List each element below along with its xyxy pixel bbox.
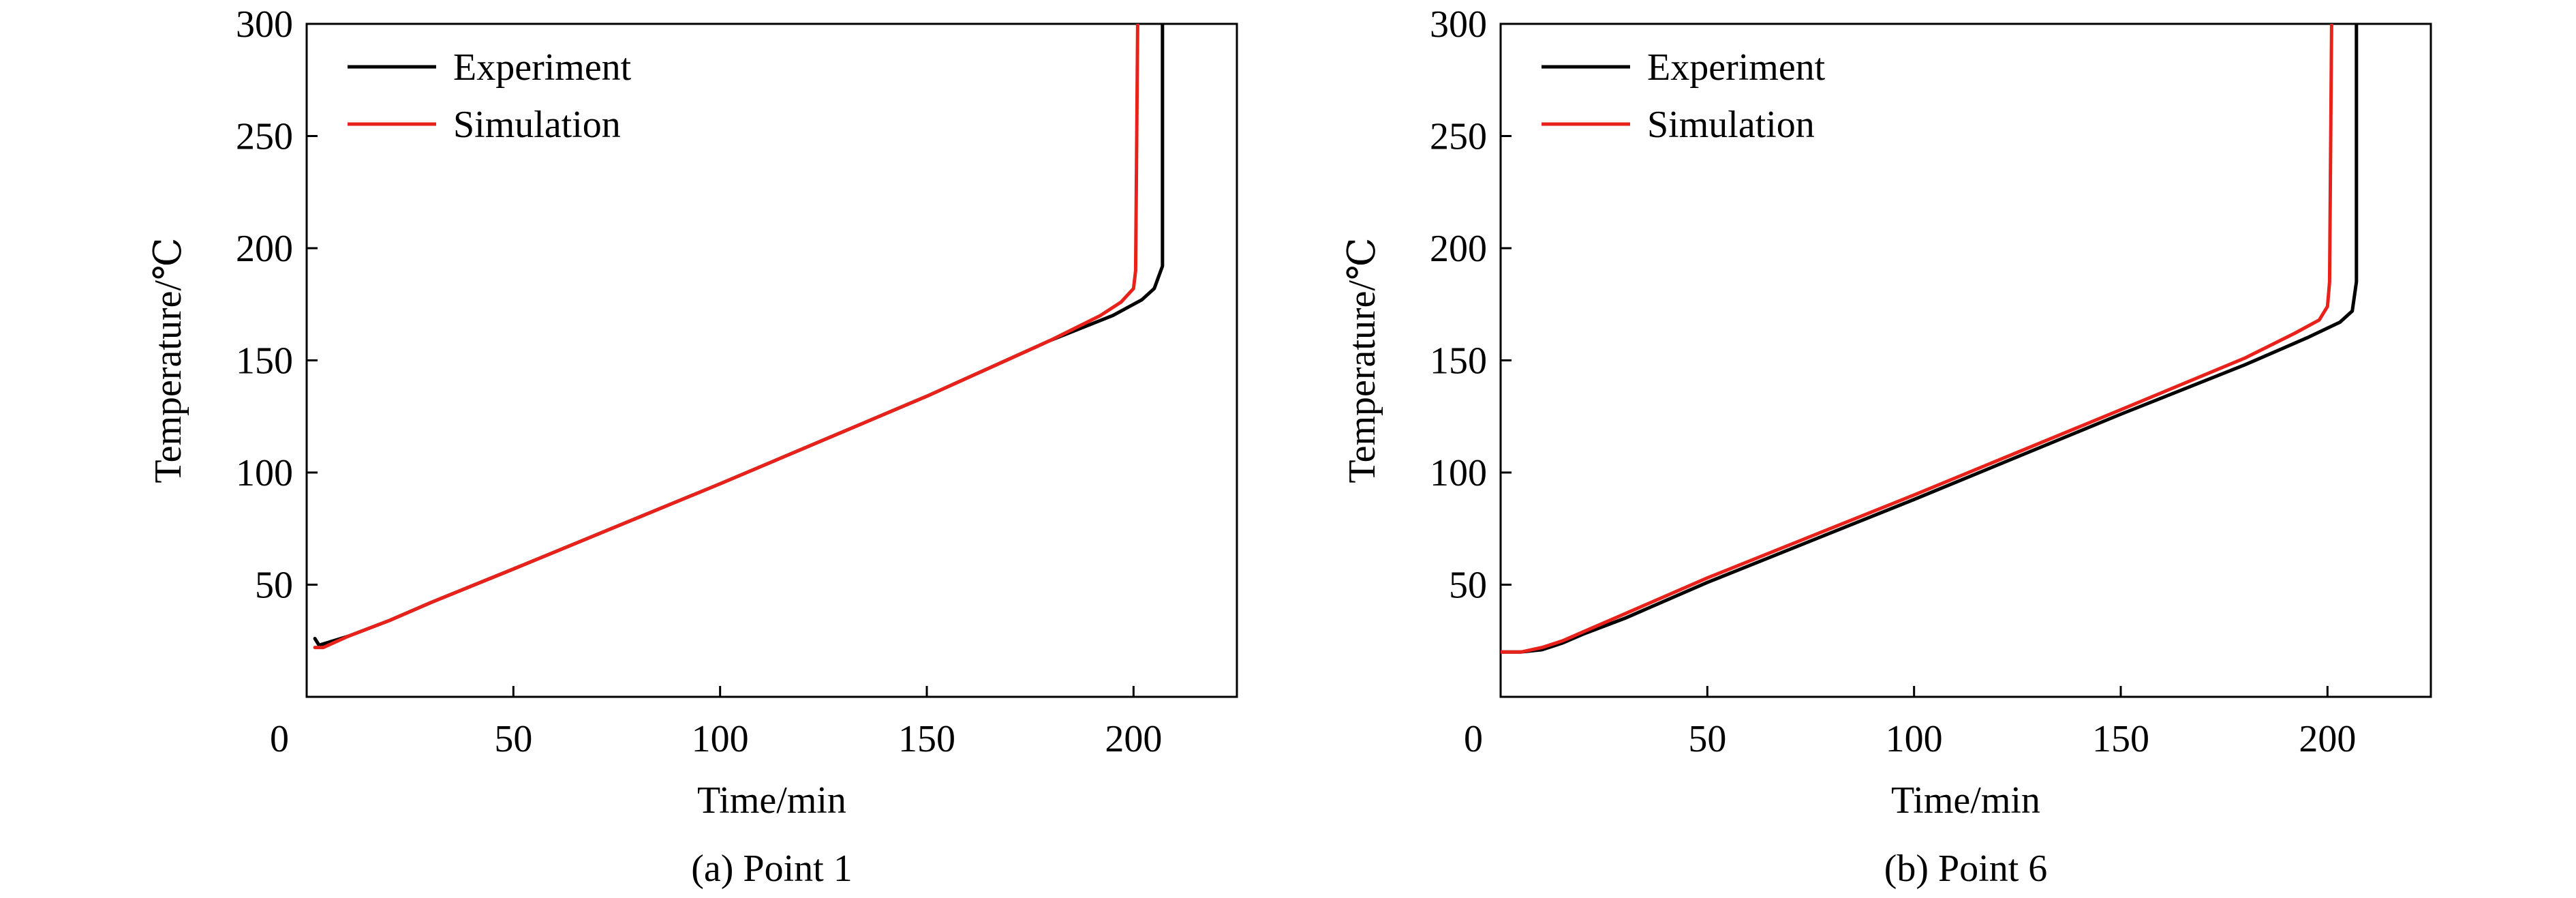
origin-label: 0 (1464, 718, 1483, 760)
chart-panel-2: 50 100 150 200 50 100 150 200 250 300 0 Time/min Tem… (1341, 3, 2432, 890)
y-tick-label: 100 (1430, 452, 1487, 494)
y-tick-label: 250 (1430, 116, 1487, 158)
y-axis-label: Temperature/℃ (147, 237, 189, 483)
chart-panel-1: 50 100 150 200 50 100 150 200 250 300 0 Time/min Tem… (147, 3, 1238, 890)
x-tick-label: 50 (1688, 718, 1726, 760)
x-tick-label: 50 (494, 718, 532, 760)
y-tick-label: 200 (236, 228, 293, 270)
x-tick-label: 100 (692, 718, 749, 760)
x-tick-label: 100 (1886, 718, 1943, 760)
series-line-simulation (1501, 24, 2333, 654)
legend-label-simulation: Simulation (1647, 104, 1815, 146)
legend-label-simulation: Simulation (453, 104, 621, 146)
origin-label: 0 (270, 718, 289, 760)
x-axis-label: Time/min (697, 779, 846, 822)
y-tick-label: 150 (236, 340, 293, 383)
plot-frame (1499, 23, 2432, 698)
x-tick-label: 200 (2299, 718, 2356, 760)
x-tick-label: 200 (1105, 718, 1162, 760)
series-line-experiment (313, 24, 1165, 647)
legend-label-experiment: Experiment (453, 46, 632, 89)
y-tick-label: 250 (236, 116, 293, 158)
y-axis-label: Temperature/℃ (1341, 237, 1383, 483)
y-tick-label: 200 (1430, 228, 1487, 270)
y-tick-label: 300 (236, 3, 293, 46)
y-tick-label: 50 (255, 565, 293, 607)
x-tick-label: 150 (2092, 718, 2149, 760)
panel-caption: (a) Point 1 (691, 848, 852, 890)
x-axis-label: Time/min (1891, 779, 2040, 822)
x-tick-label: 150 (898, 718, 955, 760)
series-line-experiment (1501, 24, 2359, 654)
legend-label-experiment: Experiment (1647, 46, 1826, 89)
series-line-simulation (313, 24, 1139, 650)
y-tick-label: 300 (1430, 3, 1487, 46)
panel-caption: (b) Point 6 (1884, 848, 2048, 890)
y-tick-label: 50 (1449, 565, 1487, 607)
y-tick-label: 100 (236, 452, 293, 494)
y-tick-label: 150 (1430, 340, 1487, 383)
legend: Experiment Simulation (1542, 46, 1826, 146)
legend: Experiment Simulation (348, 46, 632, 146)
